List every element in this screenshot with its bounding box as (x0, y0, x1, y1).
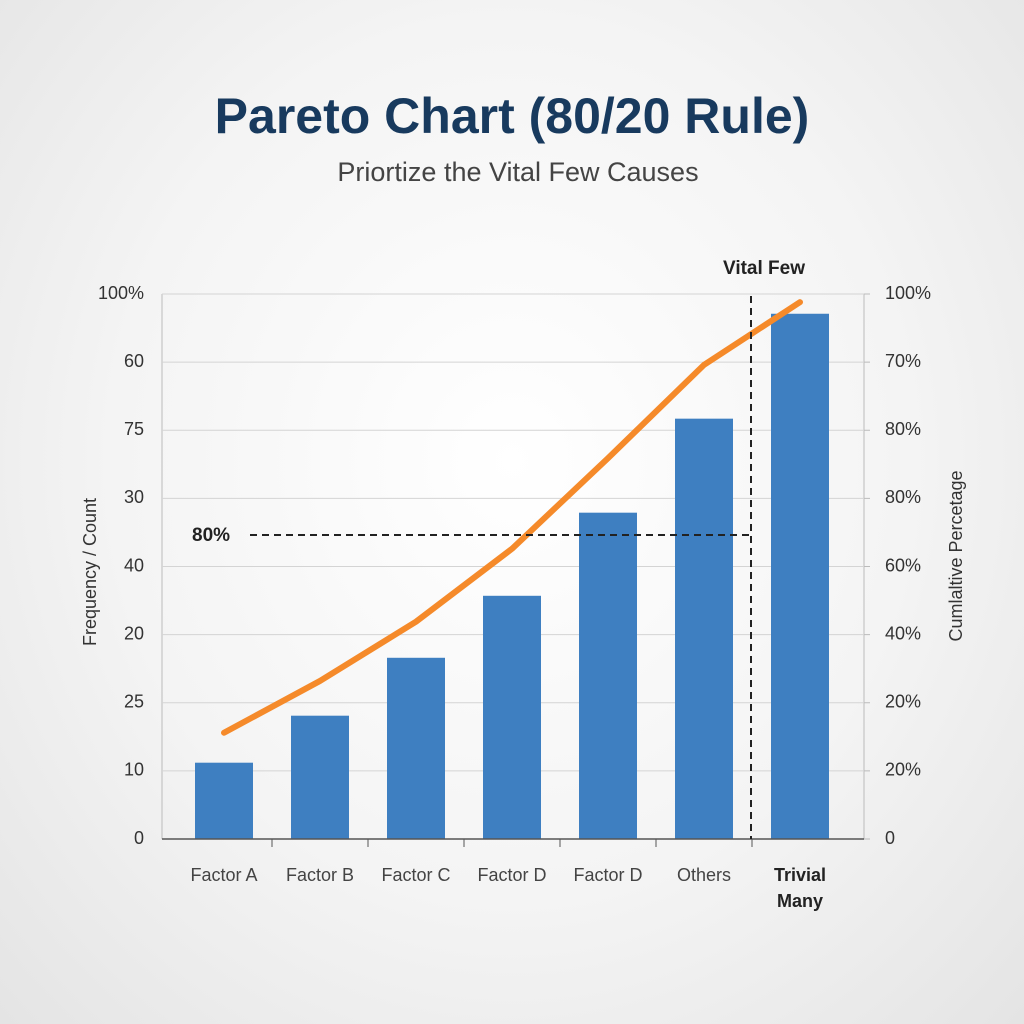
y-tick-label: 10 (124, 760, 144, 780)
y-tick-label: 75 (124, 419, 144, 439)
y2-tick-label: 20% (885, 760, 921, 780)
y2-axis-title: Cumlaltive Percetage (946, 470, 966, 641)
y2-tick-label: 20% (885, 692, 921, 712)
y2-tick-label: 40% (885, 623, 921, 643)
marks (195, 299, 829, 840)
bar (483, 595, 541, 839)
threshold-label: 80% (192, 525, 230, 546)
y2-tick-label: 80% (885, 487, 921, 507)
bar (291, 715, 349, 839)
y2-tick-label: 0 (885, 828, 895, 848)
y-tick-label: 60 (124, 351, 144, 371)
bar (771, 313, 829, 840)
bar (195, 762, 253, 839)
y-tick-label: 40 (124, 555, 144, 575)
y-tick-label: 25 (124, 692, 144, 712)
y-tick-label: 20 (124, 623, 144, 643)
grid: 0 10 25 20 40 30 75 60 100% 0 20% 20% 40% 60% 80% 80% 70… (98, 283, 931, 848)
x-tick-label: Factor A (190, 865, 258, 885)
chart-title: Pareto Chart (80/20 Rule) (215, 88, 810, 144)
bar (387, 657, 445, 839)
y-tick-label: 100% (98, 283, 144, 303)
bar (675, 418, 733, 839)
y2-tick-label: 70% (885, 351, 921, 371)
x-tick-label: Others (676, 865, 732, 885)
x-tick-label: Factor D (573, 865, 643, 885)
x-tick-label: Factor B (285, 865, 355, 885)
y-axis-title: Frequency / Count (80, 498, 100, 646)
bar (579, 512, 637, 839)
vital-few-label: Vital Few (723, 258, 805, 279)
y2-tick-label: 60% (885, 555, 921, 575)
x-tick-label: Trivial Many (773, 865, 827, 911)
x-tick-label: Factor C (381, 865, 451, 885)
x-tick-label: Factor D (477, 865, 547, 885)
chart-subtitle: Priortize the Vital Few Causes (337, 157, 698, 187)
y-tick-label: 0 (134, 828, 144, 848)
y-tick-label: 30 (124, 487, 144, 507)
y2-tick-label: 100% (885, 283, 931, 303)
cumulative-line (221, 299, 803, 736)
y2-tick-label: 80% (885, 419, 921, 439)
